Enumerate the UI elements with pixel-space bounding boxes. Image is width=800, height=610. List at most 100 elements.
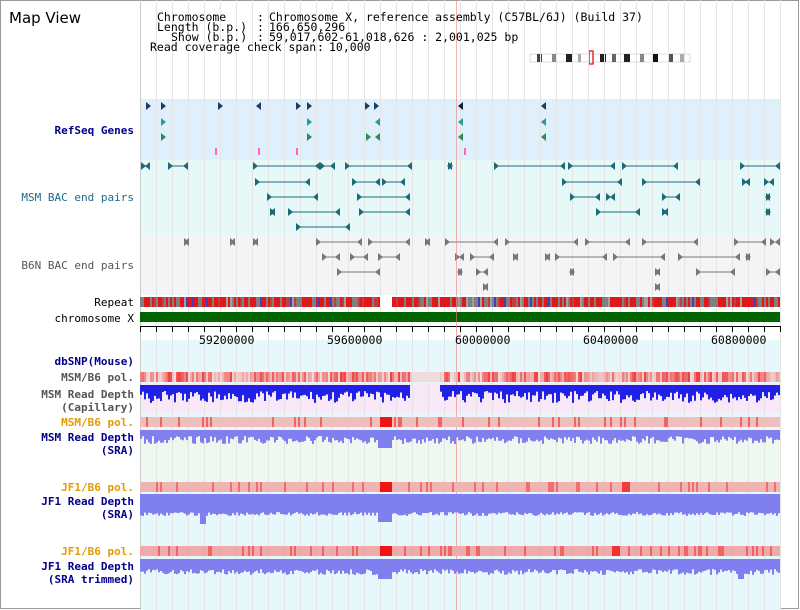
snp-heat-cell [576, 546, 578, 556]
track-label-jf1-depth-sra[interactable]: JF1 Read Depth [41, 495, 134, 508]
track-label-repeat[interactable]: Repeat [94, 296, 134, 309]
snp-heat-cell [172, 417, 174, 427]
depth-bar [324, 385, 326, 396]
snp-heat-cell [418, 482, 420, 492]
track-label-jf1-b6-pol-1[interactable]: JF1/B6 pol. [61, 481, 134, 494]
snp-heat-cell [228, 372, 230, 382]
snp-heat-cell [472, 546, 474, 556]
snp-heat-cell [376, 546, 378, 556]
snp-heat-cell [574, 372, 576, 382]
snp-heat-cell [642, 417, 644, 427]
track-label-msm-b6-pol-2[interactable]: MSM/B6 pol. [61, 416, 134, 429]
depth-bar [562, 559, 564, 571]
depth-bar [660, 494, 662, 515]
repeat-segment [462, 297, 464, 307]
snp-heat-cell [660, 482, 662, 492]
snp-heat-cell [568, 372, 570, 382]
repeat-segment [556, 297, 558, 307]
depth-bar [728, 494, 730, 513]
snp-heat-cell [300, 372, 302, 382]
snp-heat-cell [156, 417, 158, 427]
depth-bar [630, 385, 632, 396]
depth-bar [396, 385, 398, 397]
depth-bar [658, 430, 660, 441]
depth-bar [158, 385, 160, 399]
track-label-refseq[interactable]: RefSeq Genes [54, 124, 134, 137]
depth-bar [724, 430, 726, 440]
snp-heat-cell [506, 372, 508, 382]
snp-heat-cell [150, 417, 152, 427]
snp-heat-cell [266, 372, 268, 382]
track-label-b6n-bac[interactable]: B6N BAC end pairs [21, 259, 134, 272]
repeat-segment [724, 297, 726, 307]
repeat-segment [362, 297, 364, 307]
snp-heat-cell [176, 546, 178, 556]
snp-heat-cell [512, 417, 514, 427]
snp-heat-cell [638, 482, 640, 492]
snp-heat-cell [656, 372, 658, 382]
gene-marker [146, 102, 151, 110]
depth-bar [652, 559, 654, 570]
snp-heat-cell [738, 372, 740, 382]
snp-heat-cell [442, 417, 444, 427]
track-label-jf1-depth-trimmed[interactable]: JF1 Read Depth [41, 560, 134, 573]
snp-heat-cell [534, 482, 536, 492]
depth-bar [530, 494, 532, 514]
depth-bar [306, 385, 308, 397]
depth-bar [570, 385, 572, 392]
depth-bar [214, 385, 216, 392]
snp-heat-cell [152, 546, 154, 556]
snp-heat-cell [768, 417, 770, 427]
depth-bar [746, 430, 748, 441]
track-label-dbsnp[interactable]: dbSNP(Mouse) [54, 355, 134, 368]
snp-heat-cell [258, 546, 260, 556]
track-label-msm-depth-sra[interactable]: MSM Read Depth [41, 431, 134, 444]
repeat-segment [266, 297, 268, 307]
depth-bar [466, 430, 468, 437]
snp-heat-cell [568, 482, 570, 492]
depth-bar [494, 430, 496, 441]
depth-bar [248, 494, 250, 515]
depth-bar [646, 494, 648, 515]
depth-bar [572, 430, 574, 438]
depth-bar [552, 430, 554, 440]
track-label-msm-bac[interactable]: MSM BAC end pairs [21, 191, 134, 204]
depth-bar [462, 385, 464, 401]
depth-bar [450, 430, 452, 444]
snp-heat-cell [144, 417, 146, 427]
repeat-segment [238, 297, 240, 307]
snp-heat-cell [644, 546, 646, 556]
depth-bar [520, 430, 522, 439]
snp-heat-cell [314, 546, 316, 556]
repeat-segment [170, 297, 172, 307]
snp-heat-cell [698, 482, 700, 492]
depth-bar [242, 385, 244, 396]
snp-heat-cell [406, 482, 408, 492]
repeat-segment [152, 297, 154, 307]
snp-heat-cell [446, 546, 448, 556]
snp-heat-cell [360, 417, 362, 427]
depth-bar [630, 494, 632, 516]
depth-bar [214, 430, 216, 438]
repeat-segment [458, 297, 460, 307]
depth-bar [274, 559, 276, 571]
depth-bar [696, 494, 698, 514]
snp-heat-cell [508, 546, 510, 556]
snp-heat-cell [638, 372, 640, 382]
snp-heat-cell [366, 372, 368, 382]
track-label-msm-b6-pol-1[interactable]: MSM/B6 pol. [61, 371, 134, 384]
snp-heat-cell [254, 372, 256, 382]
snp-heat-cell [656, 546, 658, 556]
snp-heat-cell [484, 546, 486, 556]
snp-heat-cell [614, 372, 616, 382]
depth-bar [766, 430, 768, 437]
repeat-segment [256, 297, 258, 307]
track-label-msm-depth-capillary[interactable]: MSM Read Depth [41, 388, 134, 401]
depth-bar [336, 559, 338, 574]
snp-heat-cell [498, 417, 500, 427]
repeat-segment [536, 297, 538, 307]
depth-bar [392, 494, 394, 514]
track-label-chromosome[interactable]: chromosome X [54, 312, 134, 325]
track-label-jf1-b6-pol-2[interactable]: JF1/B6 pol. [61, 545, 134, 558]
